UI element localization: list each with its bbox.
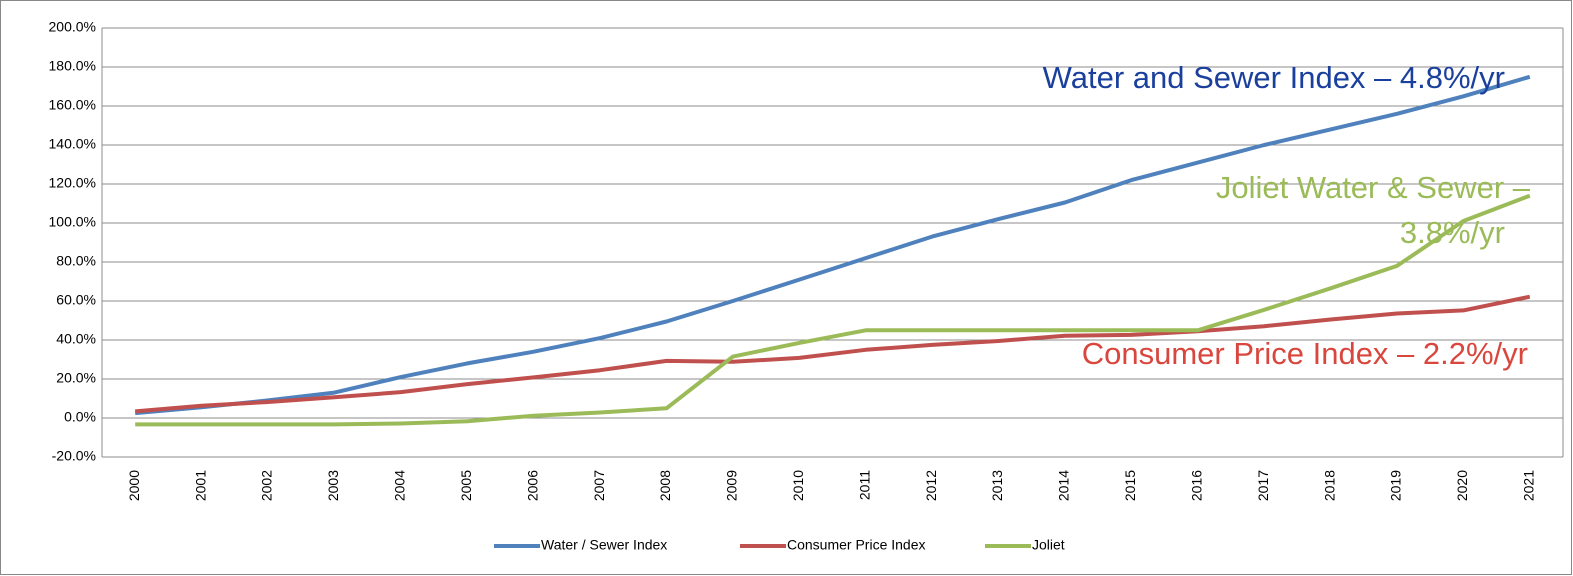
y-tick-label: 180.0% [49,58,96,74]
y-tick-label: 200.0% [49,19,96,35]
legend-label: Joliet [1032,537,1065,553]
series-line [135,294,1531,414]
y-tick-label: 60.0% [56,292,96,308]
x-tick-label: 2018 [1321,470,1337,501]
x-tick-label: 2021 [1520,470,1536,501]
x-tick-label: 2010 [790,470,806,501]
x-tick-label: 2015 [1122,470,1138,501]
legend-label: Consumer Price Index [787,537,926,553]
x-tick-label: 2003 [325,470,341,501]
x-tick-label: 2017 [1255,470,1271,501]
x-tick-label: 2019 [1388,470,1404,501]
x-tick-label: 2007 [591,470,607,501]
x-tick-label: 2006 [524,470,540,501]
y-tick-label: 120.0% [49,175,96,191]
x-tick-label: 2014 [1056,470,1072,501]
x-tick-label: 2008 [657,470,673,501]
y-tick-label: 160.0% [49,97,96,113]
annotation: Water and Sewer Index – 4.8%/yr [1043,60,1505,95]
x-tick-label: 2011 [856,470,872,500]
y-tick-label: 100.0% [49,214,96,230]
x-tick-label: 2009 [724,470,740,501]
x-tick-label: 2001 [192,470,208,501]
annotation: 3.8%/yr [1400,215,1505,250]
x-tick-label: 2005 [458,470,474,501]
y-tick-label: 0.0% [64,409,96,425]
y-tick-label: 80.0% [56,253,96,269]
x-tick-label: 2016 [1188,470,1204,501]
legend-label: Water / Sewer Index [541,537,667,553]
annotation: Consumer Price Index – 2.2%/yr [1082,336,1528,371]
x-tick-label: 2020 [1454,470,1470,501]
x-tick-label: 2013 [989,470,1005,501]
y-tick-label: 40.0% [56,331,96,347]
y-tick-label: -20.0% [52,448,96,464]
x-tick-label: 2000 [126,470,142,501]
y-tick-label: 20.0% [56,370,96,386]
series-line [135,193,1531,427]
x-tick-label: 2002 [259,470,275,501]
x-tick-label: 2012 [923,470,939,501]
y-tick-label: 140.0% [49,136,96,152]
series-line [135,74,1531,416]
x-tick-label: 2004 [392,470,408,501]
annotation: Joliet Water & Sewer – [1216,170,1531,205]
